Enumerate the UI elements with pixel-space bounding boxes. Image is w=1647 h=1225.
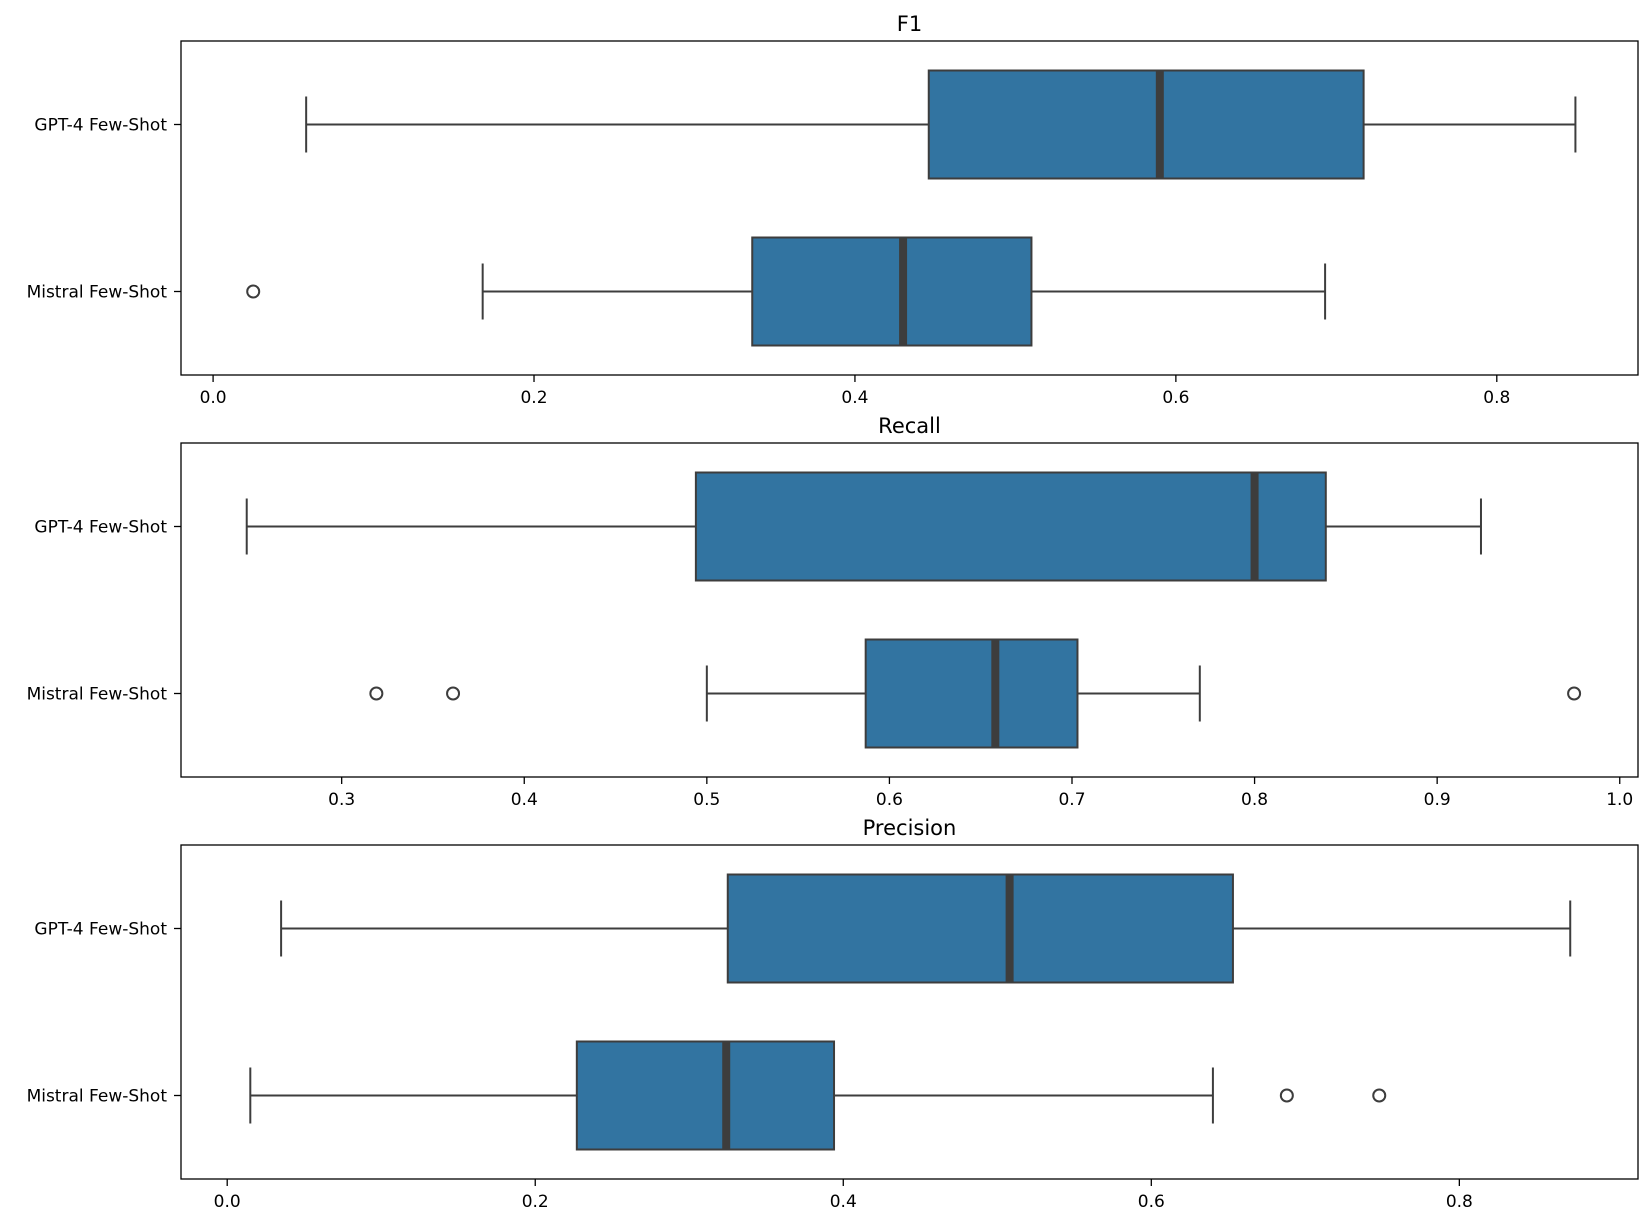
panel-3: Precision GPT-4 Few-Shot Mistral Few-Shot 0… <box>27 816 1639 1212</box>
x-tick-label: 0.6 <box>1162 388 1189 408</box>
x-tick-label: 0.0 <box>200 388 227 408</box>
x-tick-label: 0.4 <box>841 388 868 408</box>
x-tick-label: 0.9 <box>1424 790 1451 810</box>
category-label: Mistral Few-Shot <box>27 283 168 303</box>
iqr-box <box>927 69 1365 180</box>
outlier-point <box>1567 686 1582 701</box>
box-series <box>245 471 1482 582</box>
plot-frame <box>180 40 1639 376</box>
iqr-box <box>694 471 1327 582</box>
x-tick-label: 0.2 <box>520 388 547 408</box>
iqr-box <box>751 236 1033 347</box>
box-series <box>249 1040 1387 1151</box>
category-label: GPT-4 Few-Shot <box>34 116 167 136</box>
x-tick-label: 0.4 <box>511 790 538 810</box>
plot-frame <box>180 844 1639 1180</box>
x-tick-label: 0.5 <box>693 790 720 810</box>
x-tick-label: 0.6 <box>1138 1192 1165 1212</box>
x-tick-label: 0.8 <box>1241 790 1268 810</box>
box-series <box>369 638 1582 749</box>
box-series <box>280 873 1572 984</box>
outlier-point <box>446 686 461 701</box>
category-label: Mistral Few-Shot <box>27 1087 168 1107</box>
iqr-box <box>726 873 1234 984</box>
iqr-box <box>864 638 1079 749</box>
panel-title: Recall <box>878 414 941 438</box>
category-label: GPT-4 Few-Shot <box>34 518 167 538</box>
box-series <box>305 69 1577 180</box>
category-label: Mistral Few-Shot <box>27 685 168 705</box>
panel-2: Recall GPT-4 Few-Shot Mistral Few-Shot 0.3 0… <box>27 414 1639 810</box>
x-tick-label: 1.0 <box>1606 790 1633 810</box>
plot-frame <box>180 442 1639 778</box>
box-series <box>246 236 1327 347</box>
panel-1: F1 GPT-4 Few-Shot Mistral Few-Shot 0.0 0.2 0.… <box>27 12 1639 408</box>
x-tick-label: 0.3 <box>328 790 355 810</box>
outlier-point <box>369 686 384 701</box>
iqr-box <box>575 1040 836 1151</box>
x-tick-label: 0.2 <box>522 1192 549 1212</box>
x-tick-label: 0.8 <box>1446 1192 1473 1212</box>
panel-title: Precision <box>863 816 957 840</box>
panel-title: F1 <box>897 12 922 36</box>
x-tick-label: 0.6 <box>876 790 903 810</box>
x-tick-label: 0.0 <box>214 1192 241 1212</box>
outlier-point <box>246 284 261 299</box>
category-label: GPT-4 Few-Shot <box>34 920 167 940</box>
outlier-point <box>1279 1088 1294 1103</box>
x-tick-label: 0.8 <box>1483 388 1510 408</box>
outlier-point <box>1372 1088 1387 1103</box>
x-tick-label: 0.7 <box>1058 790 1085 810</box>
x-tick-label: 0.4 <box>830 1192 857 1212</box>
